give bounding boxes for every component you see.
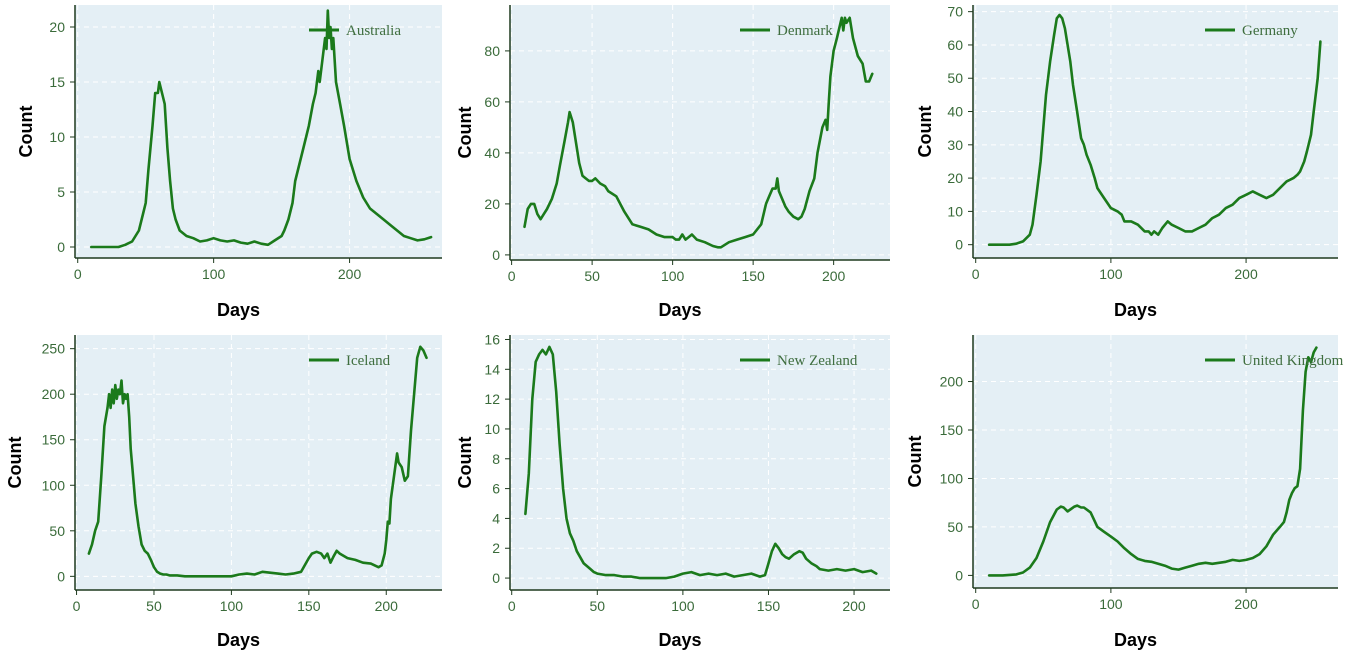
x-tick-label: 200: [822, 268, 846, 284]
y-tick-label: 10: [49, 129, 65, 145]
x-tick-label: 100: [202, 266, 226, 282]
y-tick-label: 40: [947, 104, 963, 120]
x-tick-label: 200: [842, 598, 866, 614]
y-tick-label: 50: [947, 519, 963, 535]
y-tick-label: 100: [42, 477, 66, 493]
x-tick-label: 150: [741, 268, 765, 284]
y-axis-label: Count: [455, 437, 475, 489]
x-tick-label: 0: [972, 596, 980, 612]
y-axis-label: Count: [16, 106, 36, 158]
x-axis-label: Days: [217, 300, 260, 320]
y-tick-label: 0: [57, 568, 65, 584]
y-tick-label: 250: [42, 341, 66, 357]
x-tick-label: 100: [661, 268, 685, 284]
y-tick-label: 0: [57, 239, 65, 255]
series-line: [987, 346, 1318, 577]
series-line: [523, 16, 874, 249]
x-tick-label: 200: [338, 266, 362, 282]
y-tick-label: 0: [492, 570, 500, 586]
series-line: [524, 345, 878, 580]
series-line: [987, 13, 1322, 246]
y-tick-label: 40: [484, 145, 500, 161]
x-tick-label: 100: [671, 598, 695, 614]
x-tick-label: 150: [297, 598, 321, 614]
x-axis-label: Days: [1114, 630, 1157, 650]
y-tick-label: 6: [492, 481, 500, 497]
x-tick-label: 200: [375, 598, 399, 614]
series-line: [87, 345, 428, 578]
y-axis-label: Count: [5, 437, 25, 489]
x-tick-label: 200: [1234, 266, 1258, 282]
x-axis-label: Days: [1114, 300, 1157, 320]
x-tick-label: 100: [1099, 266, 1123, 282]
chart-panel-4: 0 50 100 150 200 0 50 100 150 200 250 Days Count Icel…: [5, 335, 442, 650]
chart-panel-3: 0 100 200 0 10 20 30 40 50 60 70 Days Count Germany: [915, 4, 1338, 320]
legend-label: Australia: [346, 23, 401, 39]
y-tick-label: 10: [484, 421, 500, 437]
x-tick-label: 50: [590, 598, 606, 614]
y-tick-label: 0: [955, 237, 963, 253]
y-tick-label: 80: [484, 43, 500, 59]
plot-area: [75, 335, 442, 590]
x-tick-label: 0: [508, 598, 516, 614]
legend-label: Germany: [1242, 23, 1298, 39]
y-tick-label: 20: [947, 170, 963, 186]
legend-label: New Zealand: [777, 353, 858, 369]
plot-area: [973, 5, 1338, 258]
x-tick-label: 150: [757, 598, 781, 614]
y-axis-label: Count: [455, 107, 475, 159]
y-tick-label: 150: [42, 432, 66, 448]
plot-area: [973, 335, 1338, 588]
x-axis-label: Days: [658, 630, 701, 650]
x-tick-label: 50: [584, 268, 600, 284]
x-tick-label: 0: [508, 268, 516, 284]
y-axis-label: Count: [915, 106, 935, 158]
y-tick-label: 14: [484, 361, 500, 377]
series-line: [90, 9, 433, 249]
x-tick-label: 0: [73, 598, 81, 614]
y-tick-label: 70: [947, 4, 963, 20]
x-tick-label: 100: [220, 598, 244, 614]
y-tick-label: 0: [492, 247, 500, 263]
chart-panel-6: 0 100 200 0 50 100 150 200 Days Count United Kingd…: [905, 335, 1344, 650]
y-tick-label: 20: [484, 196, 500, 212]
y-tick-label: 60: [947, 37, 963, 53]
y-tick-label: 12: [484, 391, 500, 407]
y-tick-label: 0: [955, 567, 963, 583]
y-axis-label: Count: [905, 436, 925, 488]
y-tick-label: 20: [49, 19, 65, 35]
y-tick-label: 200: [42, 386, 66, 402]
x-axis-label: Days: [658, 300, 701, 320]
plot-area: [75, 5, 442, 258]
y-tick-label: 5: [57, 184, 65, 200]
plot-area: [510, 335, 890, 590]
y-tick-label: 2: [492, 540, 500, 556]
chart-panel-1: 0 100 200 0 5 10 15 20 Days Count Australia: [16, 5, 442, 320]
chart-panel-5: 0 50 100 150 200 0 2 4 6 8 10 12 14 16 Days Count New Ze…: [455, 331, 890, 650]
legend-label: United Kingdom: [1242, 353, 1344, 369]
legend-label: Denmark: [777, 23, 833, 39]
x-tick-label: 200: [1234, 596, 1258, 612]
chart-panel-2: 0 50 100 150 200 0 20 40 60 80 Days Count Denmark: [455, 5, 890, 320]
y-tick-label: 60: [484, 94, 500, 110]
y-tick-label: 50: [49, 523, 65, 539]
x-tick-label: 50: [146, 598, 162, 614]
y-tick-label: 10: [947, 203, 963, 219]
x-tick-label: 0: [74, 266, 82, 282]
x-axis-label: Days: [217, 630, 260, 650]
y-tick-label: 150: [940, 422, 964, 438]
y-tick-label: 100: [940, 470, 964, 486]
y-tick-label: 200: [940, 374, 964, 390]
y-tick-label: 4: [492, 510, 500, 526]
x-tick-label: 0: [972, 266, 980, 282]
y-tick-label: 30: [947, 137, 963, 153]
y-tick-label: 8: [492, 451, 500, 467]
x-tick-label: 100: [1099, 596, 1123, 612]
y-tick-label: 16: [484, 331, 500, 347]
legend-label: Iceland: [346, 353, 391, 369]
y-tick-label: 15: [49, 74, 65, 90]
y-tick-label: 50: [947, 70, 963, 86]
